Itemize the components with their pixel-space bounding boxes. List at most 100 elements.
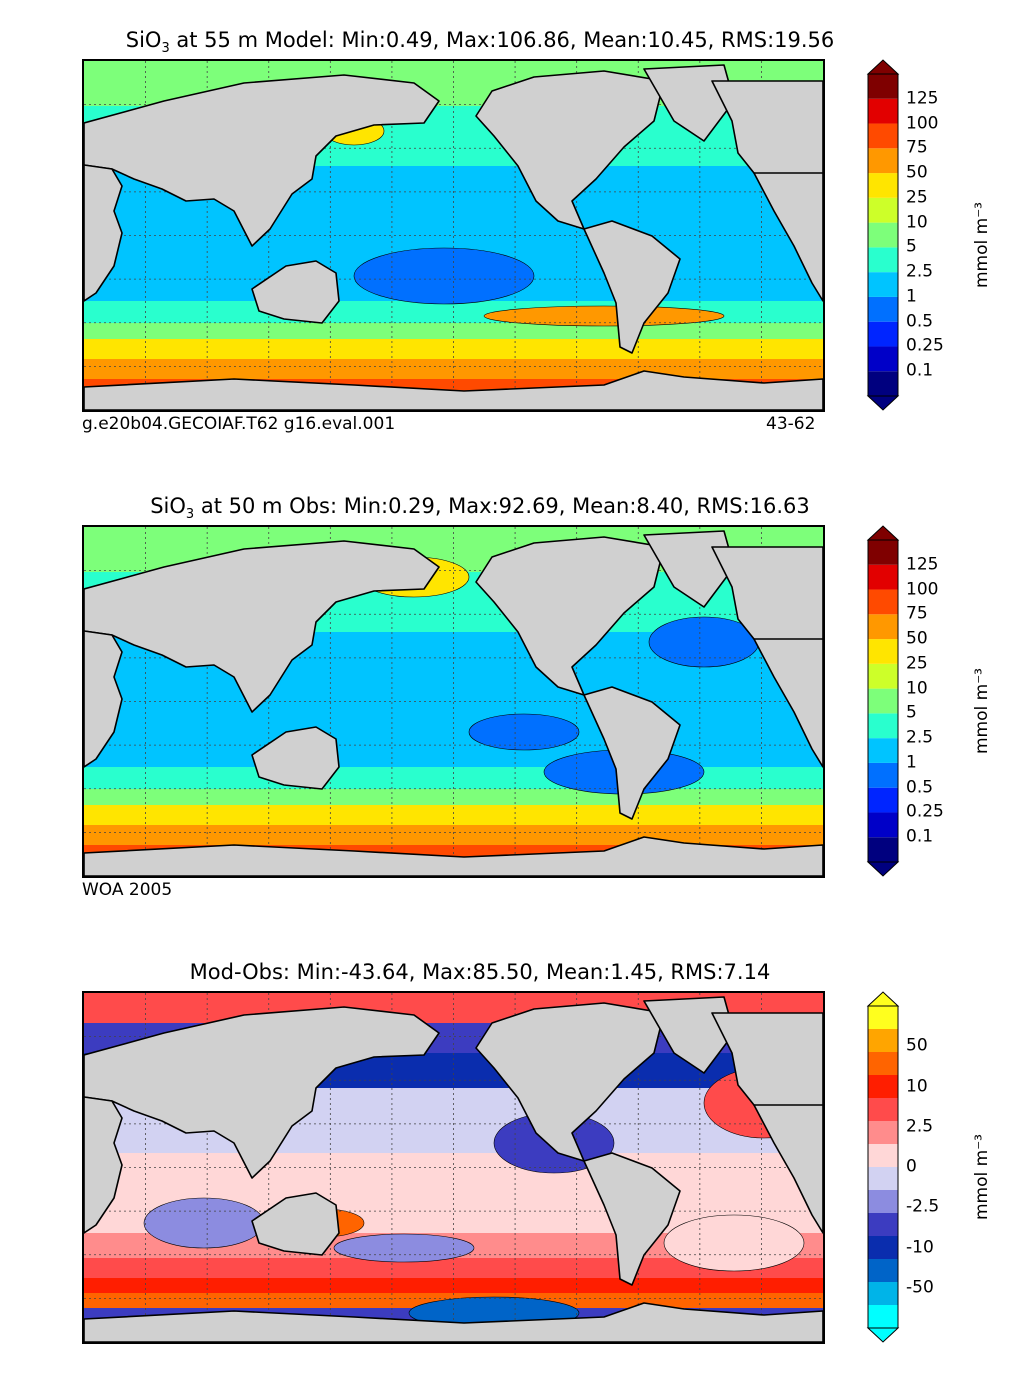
model-map <box>82 59 825 412</box>
colorbar-segment <box>868 738 898 763</box>
colorbar-segment <box>868 837 898 862</box>
map-canvas <box>84 993 823 1342</box>
colorbar-tick-label: 2.5 <box>906 261 934 282</box>
model-colorbar <box>866 59 900 411</box>
panel3-title: Mod-Obs: Min:-43.64, Max:85.50, Mean:1.4… <box>189 960 771 984</box>
colorbar-tick-label: 0.1 <box>906 826 934 847</box>
colorbar-tick-label: 0.25 <box>906 801 944 822</box>
colorbar-tick-label: 0.1 <box>906 360 934 381</box>
colorbar-segment <box>868 564 898 590</box>
colorbar-segment <box>868 296 898 322</box>
colorbar-segment <box>868 346 898 372</box>
colorbar-segment <box>868 639 898 664</box>
land-asia <box>84 1006 440 1179</box>
colorbar-segment <box>868 540 898 565</box>
colorbar-extend-max <box>866 991 900 1007</box>
map-canvas <box>84 61 823 410</box>
colorbar-segment <box>868 614 898 640</box>
land-australia <box>251 260 340 324</box>
land-asia <box>84 74 440 247</box>
colorbar-tick-label: 0 <box>906 1156 917 1177</box>
colorbar-segment <box>868 74 898 99</box>
colorbar-extend-max <box>866 59 900 75</box>
panel2-title: SiO3 at 50 m Obs: Min:0.29, Max:92.69, M… <box>150 494 810 523</box>
colorbar-tick-label: 125 <box>906 554 939 575</box>
colorbar-tick-label: 100 <box>906 579 939 600</box>
field-contour <box>663 1214 805 1272</box>
field-band <box>84 805 823 825</box>
field-band <box>84 1278 823 1293</box>
colorbar-segment <box>868 812 898 838</box>
colorbar-extend-min <box>866 861 900 877</box>
colorbar-tick-label: 50 <box>906 1035 928 1056</box>
colorbar-tick-label: 125 <box>906 88 939 109</box>
year-range-caption: 43-62 <box>766 414 816 434</box>
land-africa-east <box>753 172 823 302</box>
colorbar-segment <box>868 1121 898 1144</box>
land-north-america <box>475 536 665 696</box>
obs-colorbar-unit: mmol m⁻³ <box>972 668 992 754</box>
difference-colorbar-unit: mmol m⁻³ <box>972 1134 992 1220</box>
colorbar-segment <box>868 713 898 739</box>
obs-source-caption: WOA 2005 <box>82 880 173 900</box>
land-greenland <box>643 530 735 608</box>
land-antarctica <box>84 836 823 876</box>
land-africa <box>84 630 123 768</box>
colorbar-tick-label: 25 <box>906 187 928 208</box>
field-contour <box>483 305 725 327</box>
land-australia <box>251 726 340 790</box>
colorbar-tick-label: 2.5 <box>906 727 934 748</box>
difference-map <box>82 991 825 1344</box>
field-contour <box>353 247 535 305</box>
colorbar-tick-label: 50 <box>906 162 928 183</box>
colorbar-extend-min <box>866 1327 900 1343</box>
colorbar-segment <box>868 1098 898 1121</box>
colorbar-tick-label: 0.5 <box>906 311 934 332</box>
colorbar-tick-label: 0.25 <box>906 335 944 356</box>
colorbar-tick-label: 0.5 <box>906 777 934 798</box>
land-antarctica <box>84 370 823 410</box>
colorbar-segment <box>868 762 898 788</box>
land-north-america <box>475 70 665 230</box>
colorbar-tick-label: 5 <box>906 702 917 723</box>
colorbar-tick-label: 100 <box>906 113 939 134</box>
land-antarctica <box>84 1302 823 1342</box>
colorbar-segment <box>868 1190 898 1213</box>
colorbar-tick-label: 50 <box>906 628 928 649</box>
land-greenland <box>643 64 735 142</box>
colorbar-scale <box>866 59 900 411</box>
colorbar-segment <box>868 1144 898 1167</box>
land-south-america <box>583 686 681 820</box>
field-contour <box>333 1233 475 1263</box>
colorbar-segment <box>868 787 898 813</box>
colorbar-segment <box>868 1305 898 1328</box>
colorbar-segment <box>868 1259 898 1282</box>
colorbar-tick-label: 10 <box>906 678 928 699</box>
colorbar-segment <box>868 1213 898 1236</box>
colorbar-tick-label: -50 <box>906 1277 934 1298</box>
field-band <box>84 339 823 359</box>
colorbar-segment <box>868 321 898 347</box>
land-greenland <box>643 996 735 1074</box>
colorbar-tick-label: 2.5 <box>906 1116 934 1137</box>
colorbar-segment <box>868 1052 898 1075</box>
colorbar-segment <box>868 1006 898 1029</box>
land-north-america <box>475 1002 665 1162</box>
map-canvas <box>84 527 823 876</box>
colorbar-segment <box>868 371 898 396</box>
colorbar-segment <box>868 1075 898 1098</box>
colorbar-extend-max <box>866 525 900 541</box>
colorbar-segment <box>868 663 898 689</box>
colorbar-segment <box>868 589 898 615</box>
colorbar-tick-label: 75 <box>906 137 928 158</box>
land-africa <box>84 1096 123 1234</box>
land-asia <box>84 540 440 713</box>
obs-colorbar <box>866 525 900 877</box>
colorbar-tick-label: 1 <box>906 286 917 307</box>
colorbar-segment <box>868 1236 898 1259</box>
colorbar-segment <box>868 98 898 124</box>
colorbar-tick-label: -2.5 <box>906 1196 940 1217</box>
colorbar-segment <box>868 222 898 248</box>
colorbar-segment <box>868 272 898 297</box>
land-australia <box>251 1192 340 1256</box>
